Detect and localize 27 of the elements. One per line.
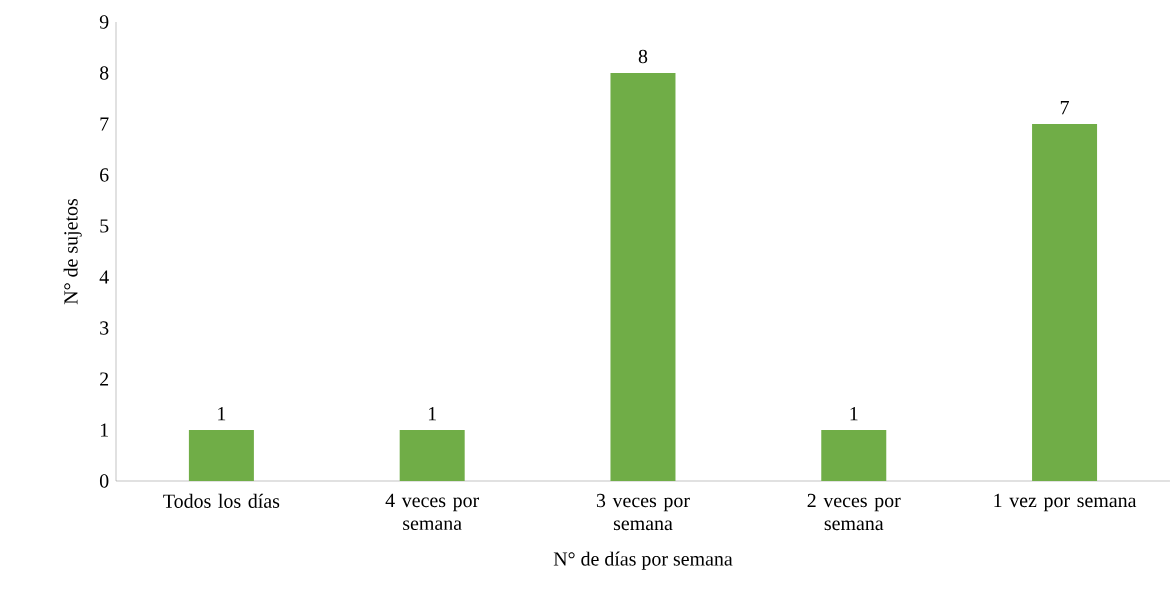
y-tick-label: 8 [99,66,109,80]
bar [610,73,676,481]
x-tick-label: 3 veces por semana [596,493,690,531]
data-label: 8 [638,49,648,64]
x-tick-label: 1 vez por semana [994,493,1137,512]
x-tick-label: 4 veces por semana [385,493,480,531]
y-axis-title: N° de sujetos [63,198,82,305]
bar [821,430,887,481]
data-label: 7 [1060,101,1069,115]
y-tick-label: 3 [100,321,109,335]
y-tick-label: 9 [99,15,109,29]
y-tick-label: 5 [100,219,109,233]
x-tick-label: 2 veces por semana [807,493,901,531]
y-tick-label: 4 [99,270,109,284]
data-label: 1 [218,407,226,421]
bar [399,430,465,481]
y-tick-label: 7 [100,117,109,131]
data-label: 1 [428,407,436,421]
y-tick-label: 6 [100,168,109,182]
bar [188,430,254,481]
x-tick-label: Todos los días [163,493,280,508]
data-label: 1 [850,407,858,421]
y-tick-label: 1 [100,423,108,437]
y-tick-label: 2 [100,372,109,386]
bar [1032,124,1098,481]
x-axis-title: N° de días por semana [553,551,733,570]
y-tick-label: 0 [99,474,109,488]
